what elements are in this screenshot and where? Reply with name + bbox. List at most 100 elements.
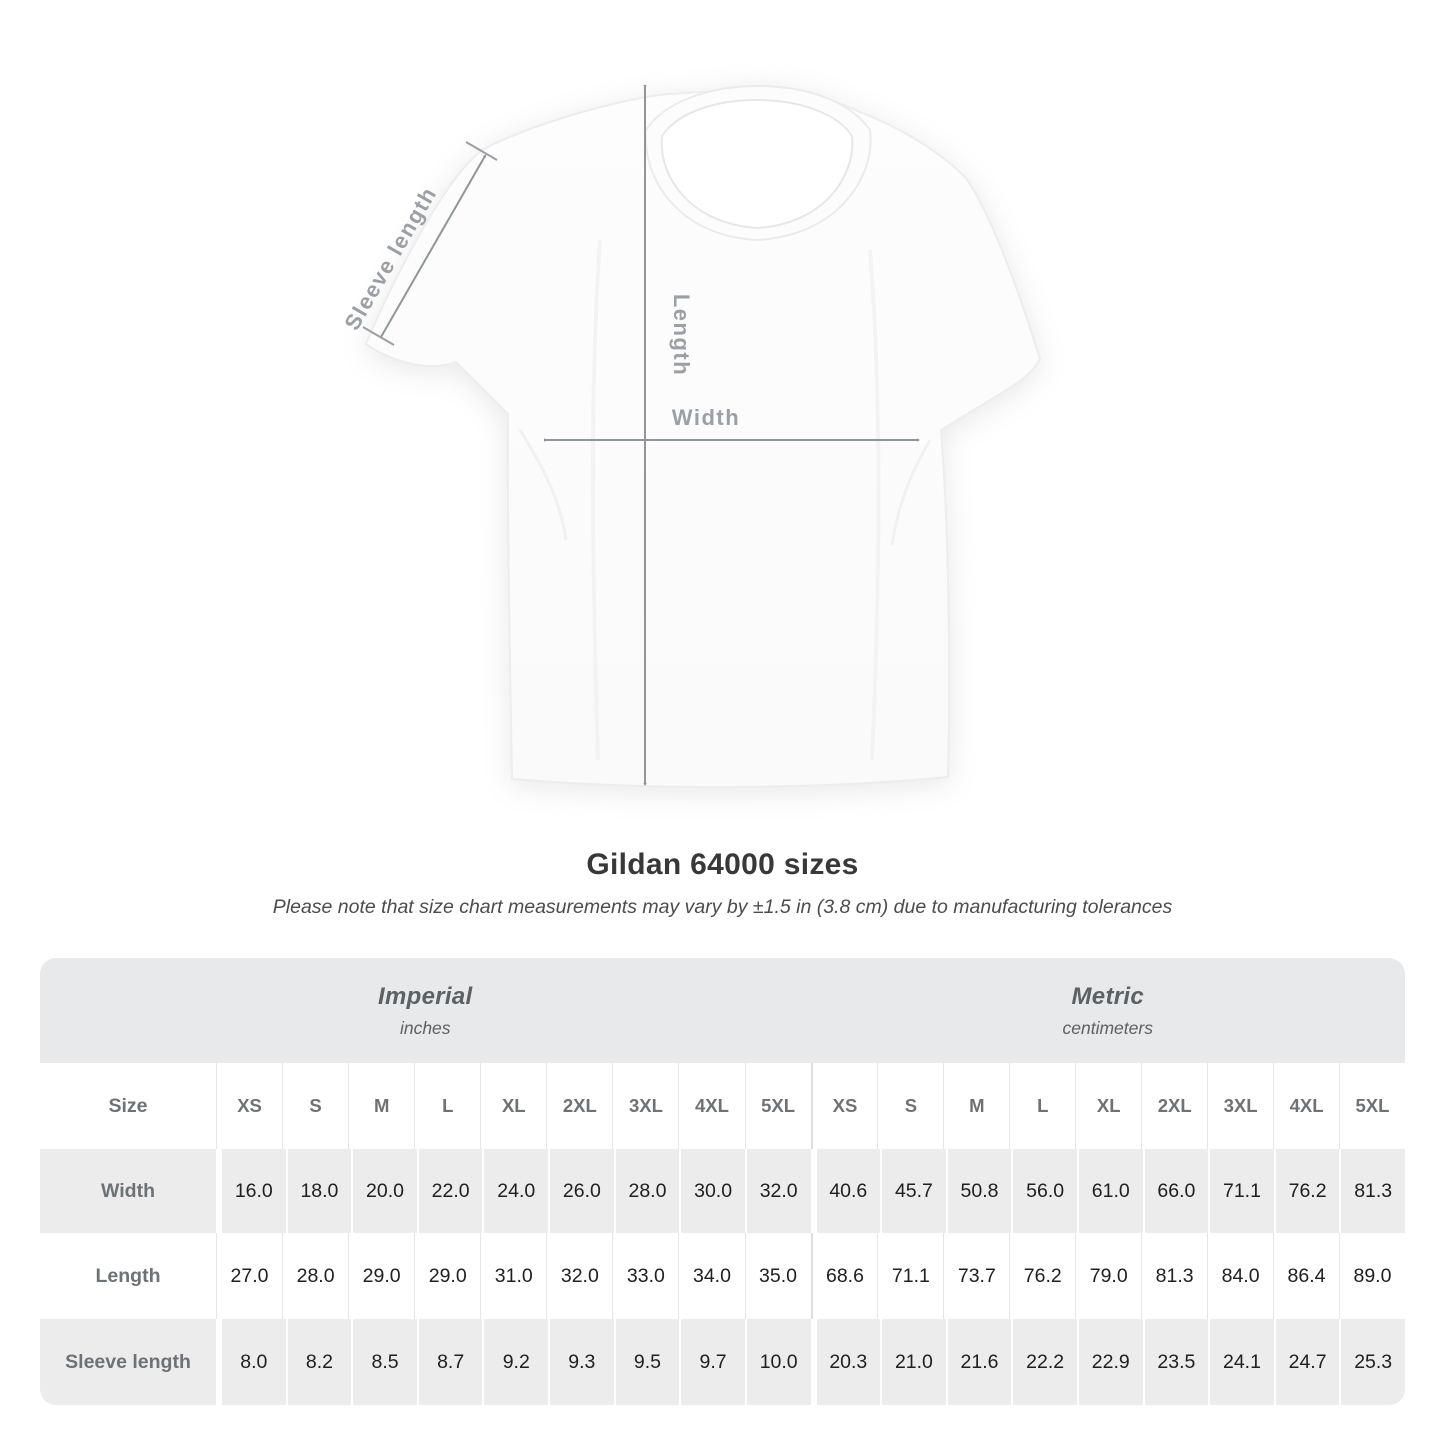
sleeve-length-row: Sleeve length 8.0 8.2 8.5 8.7 9.2 9.3 9.5 9.7 10…	[40, 1319, 1405, 1405]
sleeve-value-cell: 20.3	[810, 1319, 881, 1405]
sleeve-value-cell: 9.2	[482, 1319, 548, 1405]
width-metric-values: 40.6 45.7 50.8 56.0 61.0 66.0 71.1 76.2 81.3	[810, 1149, 1406, 1233]
metric-label: Metric	[1071, 982, 1144, 1010]
length-value-cell: 81.3	[1141, 1233, 1207, 1319]
length-value-cell: 86.4	[1273, 1233, 1339, 1319]
size-header-cell: XS	[810, 1063, 878, 1149]
sleeve-value-cell: 22.2	[1011, 1319, 1077, 1405]
length-value-cell: 76.2	[1009, 1233, 1075, 1319]
length-label: Length	[669, 294, 694, 376]
width-value-cell: 50.8	[945, 1149, 1012, 1233]
sleeve-value-cell: 10.0	[744, 1319, 811, 1405]
length-imperial-values: 27.0 28.0 29.0 29.0 31.0 32.0 33.0 34.0 35.0	[216, 1233, 811, 1319]
width-value-cell: 28.0	[613, 1149, 680, 1233]
length-value-cell: 32.0	[546, 1233, 612, 1319]
size-header-cell: S	[282, 1063, 348, 1149]
size-row-label: Size	[108, 1094, 148, 1117]
size-guide-figure: Length Width Sleeve length	[339, 84, 1042, 789]
width-value-cell: 32.0	[744, 1149, 811, 1233]
size-header-cell: XL	[480, 1063, 546, 1149]
size-header-cell: 2XL	[546, 1063, 612, 1149]
sleeve-value-cell: 21.6	[945, 1319, 1012, 1405]
width-value-cell: 45.7	[880, 1149, 946, 1233]
length-value-cell: 34.0	[678, 1233, 744, 1319]
length-value-cell: 29.0	[348, 1233, 414, 1319]
sleeve-value-cell: 9.7	[679, 1319, 745, 1405]
size-header-cell: XS	[216, 1063, 282, 1149]
length-value-cell: 35.0	[744, 1233, 811, 1319]
sleeve-value-cell: 8.2	[285, 1319, 352, 1405]
length-row: Length 27.0 28.0 29.0 29.0 31.0 32.0 33.0 34.0 3…	[40, 1233, 1405, 1319]
size-header-cell: 4XL	[678, 1063, 744, 1149]
size-header-row: Size XS S M L XL 2XL 3XL 4XL 5XL XS S M L XL 2XL 3XL 4X…	[40, 1063, 1405, 1149]
width-value-cell: 40.6	[810, 1149, 881, 1233]
sleeve-value-cell: 23.5	[1142, 1319, 1209, 1405]
size-header-cell: S	[877, 1063, 943, 1149]
imperial-unit: inches	[399, 1017, 451, 1038]
width-value-cell: 24.0	[482, 1149, 548, 1233]
tshirt-image	[364, 84, 1042, 789]
sleeve-value-cell: 24.1	[1208, 1319, 1274, 1405]
size-header-cell: M	[348, 1063, 414, 1149]
width-value-cell: 81.3	[1339, 1149, 1405, 1233]
size-header-cell: 2XL	[1141, 1063, 1207, 1149]
metric-group-header: Metric centimeters	[811, 958, 1406, 1063]
length-metric-values: 68.6 71.1 73.7 76.2 79.0 81.3 84.0 86.4 89.0	[810, 1233, 1406, 1319]
sleeve-value-cell: 9.3	[548, 1319, 614, 1405]
width-imperial-values: 16.0 18.0 20.0 22.0 24.0 26.0 28.0 30.0 32.0	[216, 1149, 811, 1233]
sleeve-metric-values: 20.3 21.0 21.6 22.2 22.9 23.5 24.1 24.7 25.3	[810, 1319, 1406, 1405]
length-value-cell: 79.0	[1075, 1233, 1141, 1319]
sleeve-row-label: Sleeve length	[65, 1350, 191, 1373]
length-value-cell: 27.0	[216, 1233, 282, 1319]
size-header-cell: M	[943, 1063, 1009, 1149]
width-value-cell: 18.0	[285, 1149, 352, 1233]
sleeve-value-cell: 8.5	[351, 1319, 417, 1405]
unit-group-row: Imperial inches Metric centimeters	[40, 958, 1405, 1063]
width-value-cell: 66.0	[1142, 1149, 1209, 1233]
width-label: Width	[672, 405, 740, 430]
metric-size-headers: XS S M L XL 2XL 3XL 4XL 5XL	[810, 1063, 1406, 1149]
imperial-label: Imperial	[378, 982, 473, 1010]
imperial-size-headers: XS S M L XL 2XL 3XL 4XL 5XL	[216, 1063, 811, 1149]
sleeve-value-cell: 21.0	[880, 1319, 946, 1405]
sleeve-value-cell: 8.0	[216, 1319, 286, 1405]
width-value-cell: 61.0	[1076, 1149, 1143, 1233]
length-value-cell: 31.0	[480, 1233, 546, 1319]
width-value-cell: 26.0	[548, 1149, 614, 1233]
size-header-cell: L	[414, 1063, 480, 1149]
width-value-cell: 71.1	[1208, 1149, 1274, 1233]
size-header-cell: XL	[1075, 1063, 1141, 1149]
size-header-cell: L	[1009, 1063, 1075, 1149]
length-value-cell: 33.0	[612, 1233, 678, 1319]
sleeve-value-cell: 25.3	[1339, 1319, 1405, 1405]
sleeve-value-cell: 22.9	[1076, 1319, 1143, 1405]
width-value-cell: 16.0	[216, 1149, 286, 1233]
width-value-cell: 30.0	[679, 1149, 745, 1233]
sleeve-imperial-values: 8.0 8.2 8.5 8.7 9.2 9.3 9.5 9.7 10.0	[216, 1319, 811, 1405]
sleeve-value-cell: 9.5	[613, 1319, 680, 1405]
length-value-cell: 89.0	[1339, 1233, 1405, 1319]
length-value-cell: 28.0	[282, 1233, 348, 1319]
sleeve-length-arrow	[362, 141, 498, 346]
length-value-cell: 73.7	[943, 1233, 1009, 1319]
size-chart-table: Imperial inches Metric centimeters Size …	[40, 958, 1405, 1405]
metric-unit: centimeters	[1062, 1017, 1153, 1038]
width-value-cell: 76.2	[1273, 1149, 1340, 1233]
sleeve-value-cell: 8.7	[416, 1319, 483, 1405]
length-value-cell: 29.0	[414, 1233, 480, 1319]
length-value-cell: 84.0	[1207, 1233, 1273, 1319]
tolerance-note: Please note that size chart measurements…	[272, 896, 1173, 918]
tshirt-diagram: Length Width Sleeve length	[339, 84, 1042, 789]
size-header-cell: 3XL	[1207, 1063, 1273, 1149]
imperial-group-header: Imperial inches	[40, 958, 811, 1063]
size-header-cell: 5XL	[744, 1063, 811, 1149]
length-value-cell: 71.1	[877, 1233, 943, 1319]
size-header-cell: 4XL	[1273, 1063, 1339, 1149]
size-header-cell: 3XL	[612, 1063, 678, 1149]
length-row-label: Length	[95, 1264, 161, 1287]
page-title: Gildan 64000 sizes	[586, 848, 859, 881]
width-value-cell: 56.0	[1011, 1149, 1077, 1233]
size-header-cell: 5XL	[1339, 1063, 1405, 1149]
length-value-cell: 68.6	[810, 1233, 878, 1319]
width-row: Width 16.0 18.0 20.0 22.0 24.0 26.0 28.0 30.0 32…	[40, 1149, 1405, 1233]
